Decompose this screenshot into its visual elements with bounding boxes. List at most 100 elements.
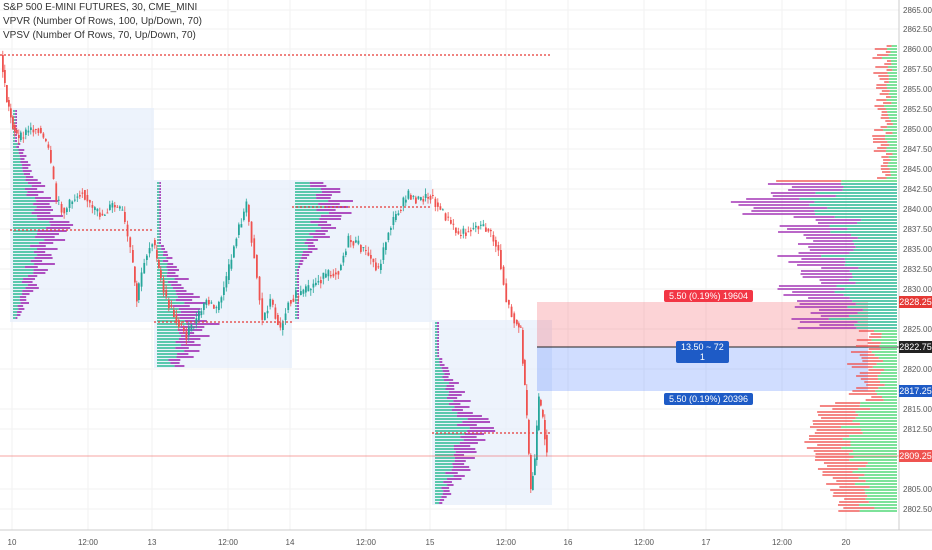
candle-body [178, 320, 180, 327]
measure-bottom-label: 5.50 (0.19%) 20396 [664, 393, 754, 405]
candle-body [210, 302, 213, 304]
session-vp-bar-down [297, 284, 299, 286]
candle-body [415, 197, 417, 204]
vpvr-bar-down [813, 450, 853, 452]
candle-body [518, 323, 520, 328]
vpvr-bar-down [873, 138, 886, 140]
vpvr-bar-down [777, 255, 822, 257]
session-vp-bar-up [13, 293, 23, 295]
vpvr-bar-up [857, 321, 897, 323]
vpvr-bar-down [885, 132, 893, 134]
vpvr-bar-up [881, 57, 897, 59]
candlesticks [2, 50, 548, 494]
session-vp-bar-down [34, 209, 53, 211]
session-vp-bar-down [296, 269, 299, 271]
vpvr-bar-down [832, 495, 868, 497]
session-vp-bar-down [437, 349, 439, 351]
session-vp-bar-down [453, 475, 465, 477]
vpvr-bar-up [889, 144, 897, 146]
session-vp-bar-up [295, 215, 321, 217]
vpvr-bar-up [870, 408, 897, 410]
measure-tool[interactable] [537, 302, 899, 391]
candle-body [432, 195, 434, 196]
session-vp-bar-down [159, 236, 161, 238]
vpvr-bar-up [847, 306, 897, 308]
session-vp-bar-up [13, 254, 38, 256]
session-vp-bar-up [435, 436, 461, 438]
vpvr-bar-up [859, 504, 897, 506]
vpsv-indicator-label[interactable]: VPSV (Number Of Rows, 70, Up/Down, 70) [3, 30, 196, 41]
session-vp-bar-up [295, 266, 298, 268]
session-vp-bar-down [306, 239, 319, 241]
candle-body [395, 214, 397, 220]
candle-body [20, 132, 22, 140]
session-vp-bar-up [435, 397, 447, 399]
session-vp-bar-up [295, 257, 302, 259]
session-vp-bar-up [13, 296, 20, 298]
candle-body [522, 330, 524, 364]
vpvr-bar-up [857, 237, 897, 239]
vpvr-bar-down [859, 372, 881, 374]
candle-body [218, 301, 220, 310]
vpvr-bar-down [847, 363, 877, 365]
session-vp-bar-down [175, 299, 193, 301]
price-tag-blue: 2817.25 [899, 385, 932, 397]
session-vp-bar-up [157, 245, 161, 247]
vpvr-bar-down [808, 246, 856, 248]
vpvr-bar-up [854, 483, 897, 485]
session-vp-bar-up [13, 152, 19, 154]
session-vp-bar-down [174, 365, 185, 367]
session-vp-bar-up [295, 305, 297, 307]
candle-body [510, 306, 513, 318]
session-vp-bar-up [435, 427, 470, 429]
time-axis-bg [0, 530, 932, 550]
session-vp-bar-up [13, 230, 38, 232]
session-vp-bar-up [13, 242, 39, 244]
candle-body [272, 300, 274, 305]
vpvr-bar-up [887, 87, 897, 89]
session-vp-bar-up [435, 418, 468, 420]
session-vp-bar-down [24, 266, 38, 268]
candle-body [195, 317, 198, 324]
session-vp-bar-down [467, 418, 489, 420]
session-vp-bar-up [435, 364, 440, 366]
vpvr-bar-down [809, 426, 842, 428]
candle-body [94, 207, 96, 210]
session-vp-bar-up [295, 248, 308, 250]
candle-body [104, 214, 106, 216]
vpvr-bar-up [858, 414, 897, 416]
candle-body [480, 224, 482, 226]
candle-body [22, 137, 25, 139]
session-vp-bar-up [435, 370, 443, 372]
session-vp-bar-up [435, 334, 438, 336]
vpvr-bar-down [862, 360, 883, 362]
candle-body [143, 262, 146, 274]
session-vp-bar-up [13, 146, 17, 148]
vpvr-bar-down [810, 312, 858, 314]
vpvr-bar-down [770, 192, 816, 194]
session-vp-bar-down [17, 143, 21, 145]
price-tick-label: 2845.00 [903, 165, 932, 174]
session-vp-bar-down [320, 215, 342, 217]
candle-body [245, 201, 248, 213]
vpvr-bar-down [801, 258, 845, 260]
vpvr-bar-down [850, 351, 872, 353]
vpvr-indicator-label[interactable]: VPVR (Number Of Rows, 100, Up/Down, 70) [3, 16, 202, 27]
session-vp-bar-up [13, 164, 23, 166]
vpvr-bar-up [830, 231, 897, 233]
vpvr-bar-down [819, 324, 855, 326]
session-vp-bar-up [157, 320, 185, 322]
vpvr-bar-down [809, 435, 850, 437]
session-vp-bar-down [446, 478, 462, 480]
candle-body [405, 199, 407, 203]
candle-body [223, 287, 225, 295]
candle-body [462, 228, 465, 234]
session-vp-bar-up [157, 341, 176, 343]
vpvr-bar-down [864, 381, 881, 383]
candle-body [66, 208, 68, 212]
session-vp-bar-up [13, 185, 32, 187]
vpvr-bar-down [872, 57, 882, 59]
vpvr-bar-down [865, 399, 884, 401]
candle-body [6, 85, 8, 103]
